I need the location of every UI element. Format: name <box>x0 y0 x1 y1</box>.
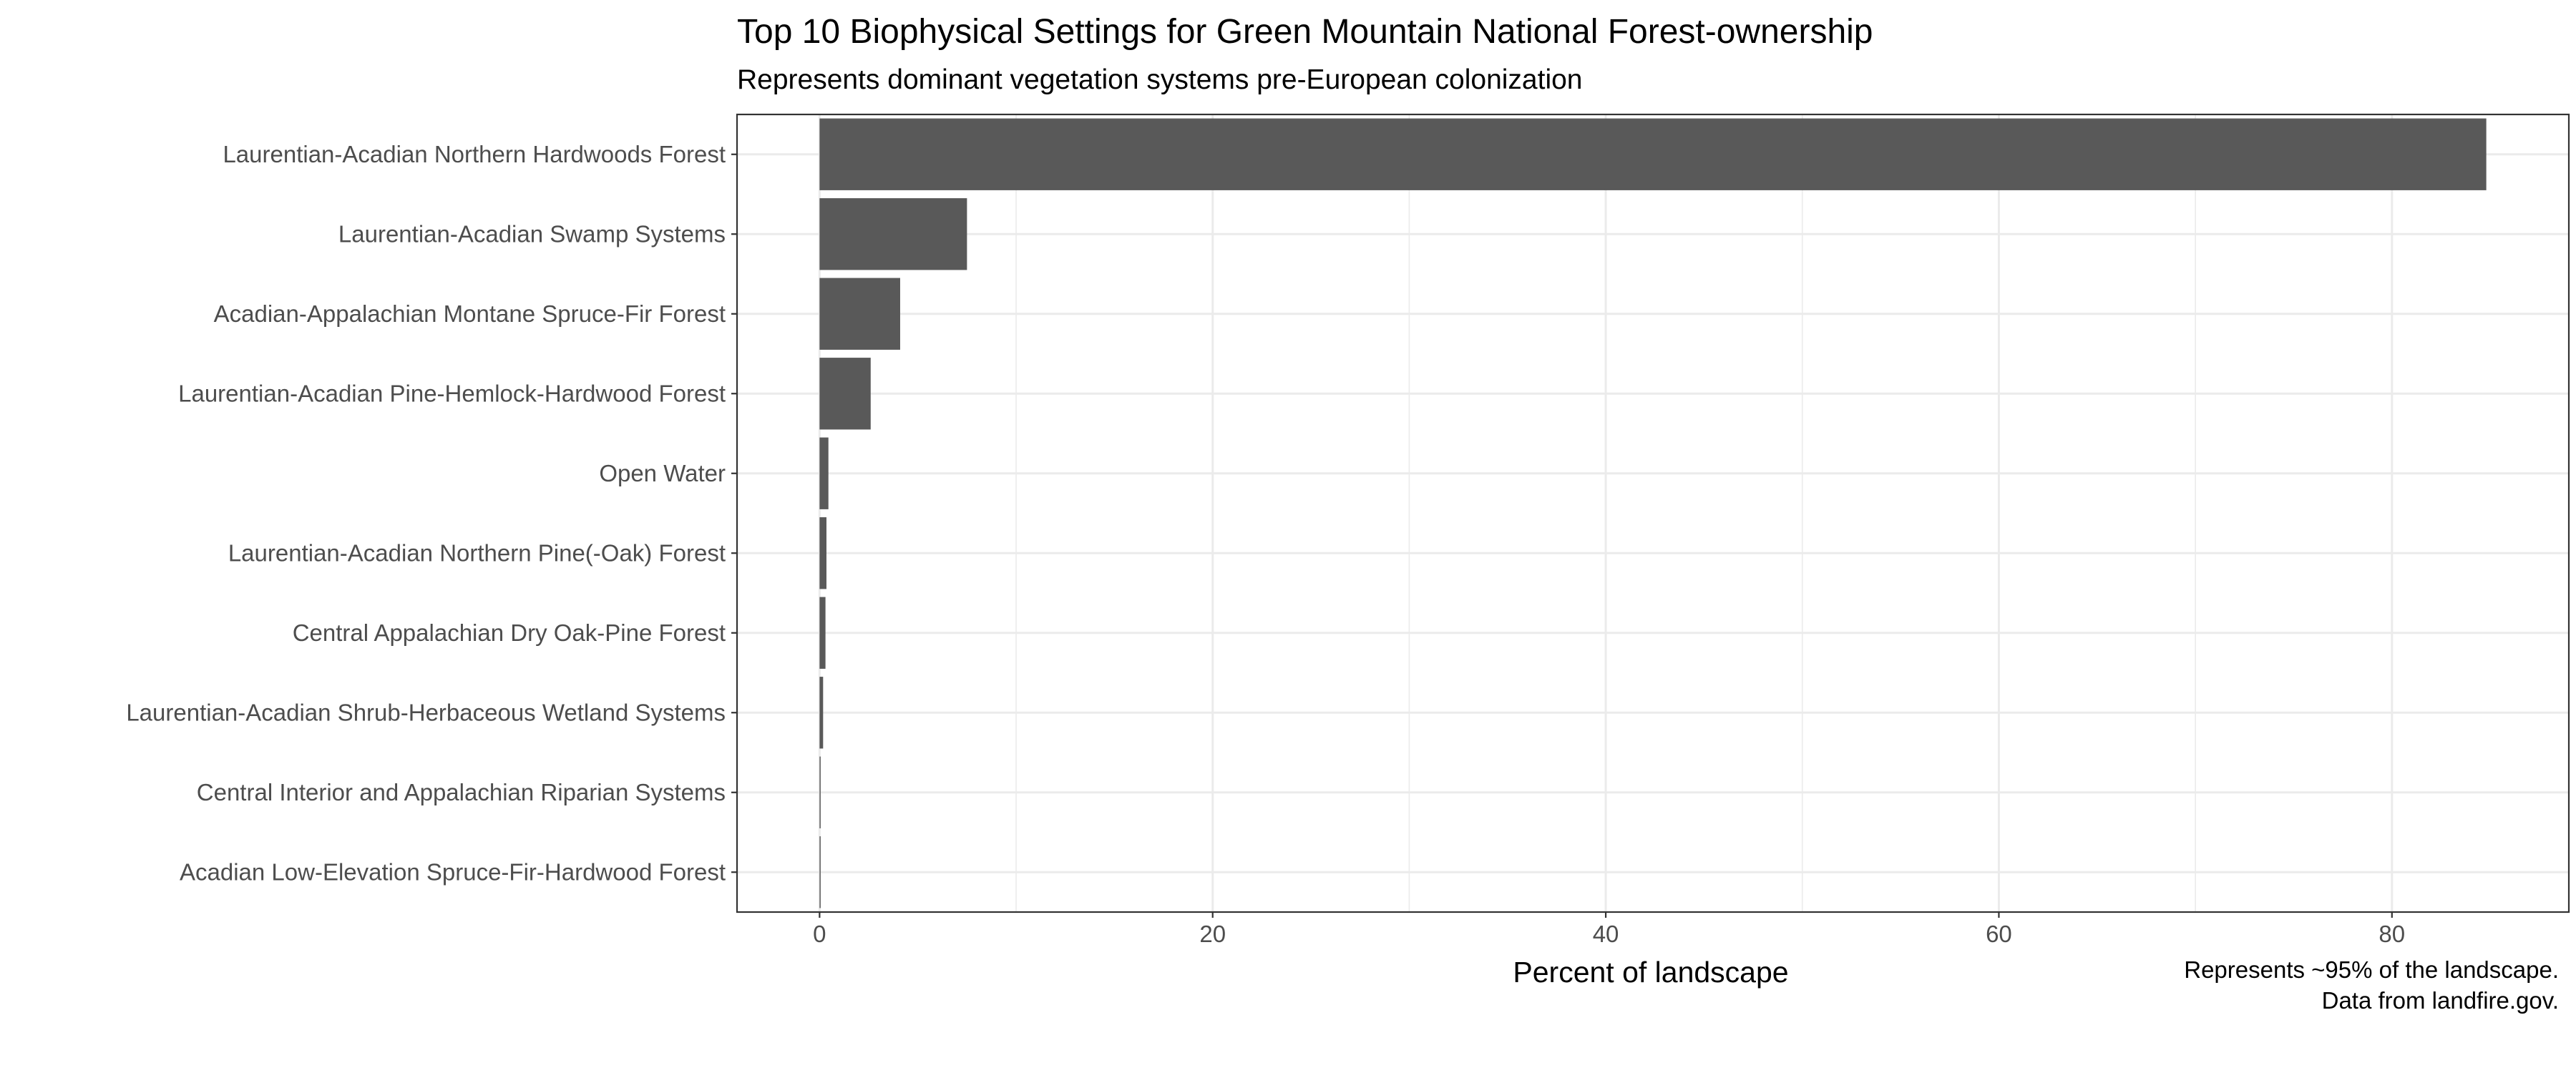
x-tick-label: 60 <box>1986 921 2012 947</box>
grid-lines <box>737 114 2569 912</box>
bar <box>819 677 824 749</box>
bar <box>819 278 900 350</box>
bar <box>819 198 967 270</box>
x-axis: 0 20 40 60 80 <box>813 912 2405 947</box>
bar <box>819 437 829 509</box>
y-tick-label: Central Interior and Appalachian Riparia… <box>197 779 726 805</box>
chart-title: Top 10 Biophysical Settings for Green Mo… <box>737 13 1873 51</box>
bar <box>819 517 826 589</box>
y-tick-label: Laurentian-Acadian Pine-Hemlock-Hardwood… <box>178 380 726 406</box>
x-tick-label: 40 <box>1593 921 1619 947</box>
y-tick-label: Laurentian-Acadian Shrub-Herbaceous Wetl… <box>126 699 726 725</box>
y-tick-label: Open Water <box>599 460 726 486</box>
y-tick-label: Central Appalachian Dry Oak-Pine Forest <box>293 619 726 646</box>
x-tick-label: 20 <box>1199 921 1226 947</box>
bar <box>819 756 821 828</box>
bar <box>819 358 871 430</box>
y-axis: Laurentian-Acadian Northern Hardwoods Fo… <box>126 141 737 885</box>
x-tick-label: 80 <box>2379 921 2405 947</box>
y-tick-label: Laurentian-Acadian Northern Pine(-Oak) F… <box>228 539 726 566</box>
caption-line-2: Data from landfire.gov. <box>2322 987 2559 1014</box>
caption-line-1: Represents ~95% of the landscape. <box>2184 956 2559 983</box>
bars <box>819 118 2487 908</box>
y-tick-label: Laurentian-Acadian Northern Hardwoods Fo… <box>223 141 726 167</box>
y-tick-label: Laurentian-Acadian Swamp Systems <box>338 220 726 247</box>
chart-subtitle: Represents dominant vegetation systems p… <box>737 64 1583 95</box>
plot-panel-border <box>736 113 2570 913</box>
x-axis-title: Percent of landscape <box>1513 956 1788 989</box>
y-tick-label: Acadian Low-Elevation Spruce-Fir-Hardwoo… <box>180 858 726 885</box>
bar <box>819 597 826 669</box>
bar <box>819 836 821 908</box>
y-tick-label: Acadian-Appalachian Montane Spruce-Fir F… <box>214 300 726 327</box>
x-tick-label: 0 <box>813 921 826 947</box>
bar <box>819 118 2487 190</box>
